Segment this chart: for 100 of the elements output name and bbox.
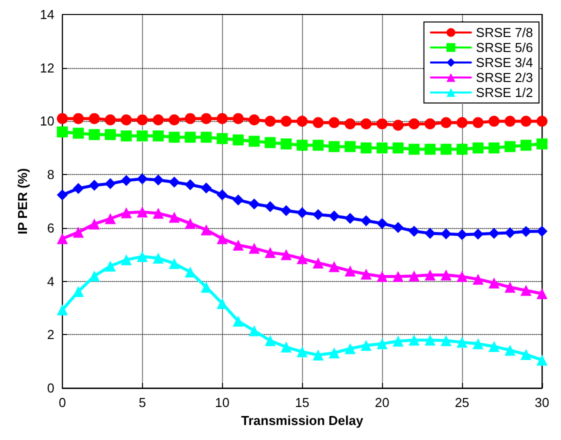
- x-tick-label: 30: [534, 395, 550, 410]
- point: [328, 117, 340, 128]
- point: [72, 128, 84, 139]
- y-tick-label: 0: [47, 380, 54, 396]
- point: [312, 117, 324, 128]
- point: [488, 277, 500, 288]
- point: [296, 207, 308, 218]
- legend-label: SRSE 5/6: [476, 40, 534, 55]
- point: [424, 118, 436, 130]
- y-tick-label: 8: [47, 167, 54, 182]
- point: [392, 222, 404, 233]
- point: [152, 208, 164, 219]
- y-tick-label: 6: [47, 220, 54, 236]
- point: [104, 178, 116, 190]
- point: [104, 213, 116, 224]
- point: [520, 284, 532, 296]
- point: [184, 132, 196, 143]
- point: [296, 253, 308, 264]
- point: [440, 335, 452, 346]
- point: [424, 144, 436, 155]
- point: [168, 132, 180, 143]
- point: [360, 340, 372, 351]
- x-tick-label: 0: [58, 395, 66, 410]
- point: [536, 138, 548, 150]
- point: [488, 340, 500, 352]
- point: [56, 233, 68, 244]
- point: [72, 286, 84, 297]
- point: [328, 210, 340, 222]
- point: [520, 226, 532, 237]
- point: [344, 212, 356, 224]
- legend-label: SRSE 7/8: [476, 25, 534, 40]
- point: [216, 113, 228, 124]
- point: [472, 117, 484, 128]
- point: [504, 227, 516, 238]
- point: [104, 129, 116, 140]
- point: [488, 228, 500, 239]
- point: [344, 343, 356, 354]
- y-tick-label: 2: [47, 327, 54, 342]
- point: [408, 118, 420, 130]
- point: [88, 180, 100, 191]
- point: [168, 212, 180, 223]
- point: [264, 201, 276, 212]
- point: [280, 249, 292, 260]
- point: [152, 130, 164, 142]
- point: [376, 118, 388, 130]
- point: [440, 117, 452, 128]
- point: [184, 179, 196, 190]
- point: [408, 334, 420, 346]
- point: [312, 257, 324, 268]
- point: [488, 116, 500, 127]
- point: [232, 194, 244, 206]
- point: [136, 173, 148, 184]
- point: [456, 271, 468, 282]
- x-axis-title: Transmission Delay: [241, 413, 364, 428]
- point: [216, 133, 228, 144]
- point: [248, 114, 260, 126]
- point: [504, 141, 516, 152]
- point: [280, 342, 292, 353]
- point: [456, 336, 468, 348]
- point: [392, 120, 404, 131]
- point: [456, 229, 468, 240]
- point: [56, 113, 68, 124]
- y-tick-label: 4: [47, 274, 54, 289]
- point: [520, 348, 532, 360]
- point: [88, 113, 100, 124]
- point: [376, 142, 388, 154]
- point: [424, 269, 436, 280]
- point: [264, 247, 276, 258]
- point: [392, 336, 404, 347]
- point: [344, 265, 356, 276]
- point: [280, 205, 292, 216]
- point: [456, 144, 468, 155]
- legend-label: SRSE 3/4: [476, 55, 534, 70]
- point: [216, 233, 228, 244]
- point: [152, 174, 164, 186]
- point: [232, 134, 244, 146]
- point: [120, 254, 132, 266]
- point: [232, 240, 244, 251]
- point: [488, 142, 500, 154]
- point: [168, 258, 180, 269]
- y-tick-label: 10: [40, 114, 54, 129]
- point: [424, 334, 436, 346]
- point: [424, 228, 436, 239]
- point: [360, 142, 372, 154]
- point: [376, 218, 388, 229]
- point: [120, 207, 132, 218]
- point: [440, 144, 452, 155]
- point: [264, 116, 276, 127]
- point: [328, 261, 340, 272]
- point: [504, 344, 516, 356]
- point: [120, 174, 132, 186]
- point: [152, 252, 164, 264]
- point: [184, 113, 196, 124]
- point: [392, 271, 404, 282]
- point: [56, 189, 68, 200]
- point: [56, 126, 68, 138]
- point: [120, 114, 132, 126]
- x-tick-label: 20: [374, 395, 390, 410]
- point: [312, 209, 324, 220]
- point: [200, 182, 212, 194]
